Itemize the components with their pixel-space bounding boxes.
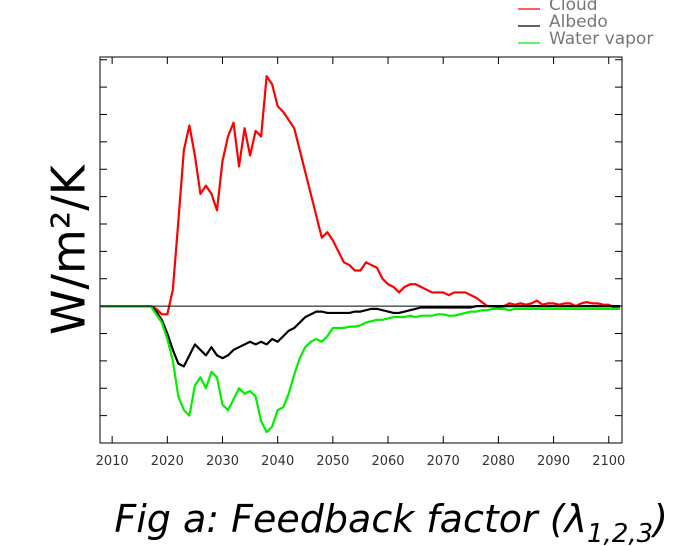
series-line <box>101 75 620 316</box>
x-tick-label: 2050 <box>316 454 349 469</box>
legend-label: Water vapor <box>549 29 653 49</box>
y-axis-label: W/m²/K <box>42 163 96 335</box>
x-tick-label: 2070 <box>427 454 460 469</box>
caption: Fig a: Feedback factor (λ1,2,3) <box>114 497 668 546</box>
caption-close: ) <box>650 497 668 541</box>
x-tick-label: 2040 <box>261 454 294 469</box>
x-tick-label: 2030 <box>206 454 239 469</box>
legend-label: Cloud <box>549 0 598 15</box>
x-tick-label: 2080 <box>482 454 515 469</box>
x-tick-label: 2100 <box>592 454 625 469</box>
caption-subscript: 1,2,3 <box>587 519 653 546</box>
x-tick-label: 2020 <box>151 454 184 469</box>
x-tick-label: 2010 <box>96 454 129 469</box>
series-line <box>101 305 620 434</box>
x-tick-label: 2060 <box>371 454 404 469</box>
series-line <box>101 305 620 368</box>
plot-frame <box>99 56 623 444</box>
x-tick-label: 2090 <box>537 454 570 469</box>
caption-text: Fig a: Feedback factor (λ <box>114 497 587 541</box>
legend-label: Albedo <box>549 12 608 32</box>
